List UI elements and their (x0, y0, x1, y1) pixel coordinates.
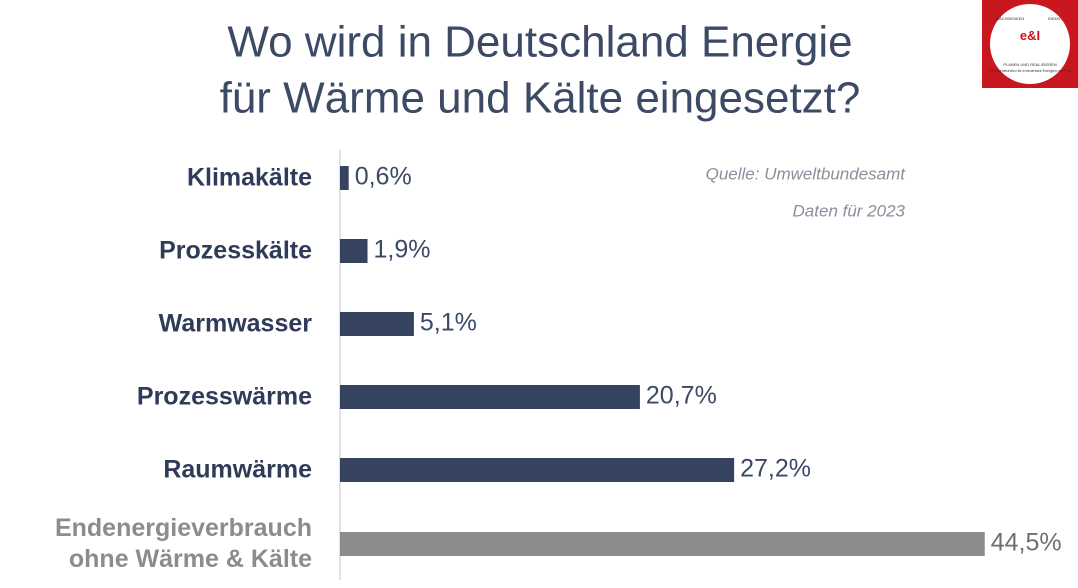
category-label: Klimakälte (186, 163, 312, 192)
category-label: Prozesskälte (159, 236, 312, 265)
bar (340, 239, 368, 263)
bar (340, 385, 640, 409)
value-label: 0,6% (355, 163, 412, 191)
logo-text: e&I (1020, 28, 1040, 43)
value-label: 20,7% (646, 382, 717, 410)
value-label: 1,9% (374, 236, 431, 264)
logo-circle (990, 4, 1070, 84)
logo-text: IDEEN (1048, 16, 1060, 21)
annotation: Daten für 2023 (793, 201, 906, 220)
logo-text: MACHDENKEN (996, 16, 1025, 21)
value-label: 5,1% (420, 309, 477, 337)
bar (340, 312, 414, 336)
logo: MACHDENKEN IDEEN e&I PLANEN UND REALISIE… (982, 0, 1078, 88)
annotation: Quelle: Umweltbundesamt (706, 164, 907, 183)
value-label: 27,2% (740, 455, 811, 483)
category-label: Warmwasser (158, 309, 312, 338)
category-label: Endenergieverbrauch ohne Wärme & Kälte (54, 514, 312, 573)
value-label: 44,5% (991, 529, 1062, 557)
bar (340, 458, 735, 482)
bar (340, 532, 985, 556)
bar (340, 166, 349, 190)
category-label: Prozesswärme (136, 382, 312, 411)
logo-text: E&I Ingenieurbüro für erneuerbare Energi… (988, 69, 1072, 73)
chart-title: Wo wird in Deutschland Energie (227, 18, 852, 67)
logo-text: PLANEN UND REALISIEREN (1003, 62, 1056, 67)
category-label: Raumwärme (163, 455, 312, 484)
chart-title: für Wärme und Kälte eingesetzt? (220, 74, 861, 123)
